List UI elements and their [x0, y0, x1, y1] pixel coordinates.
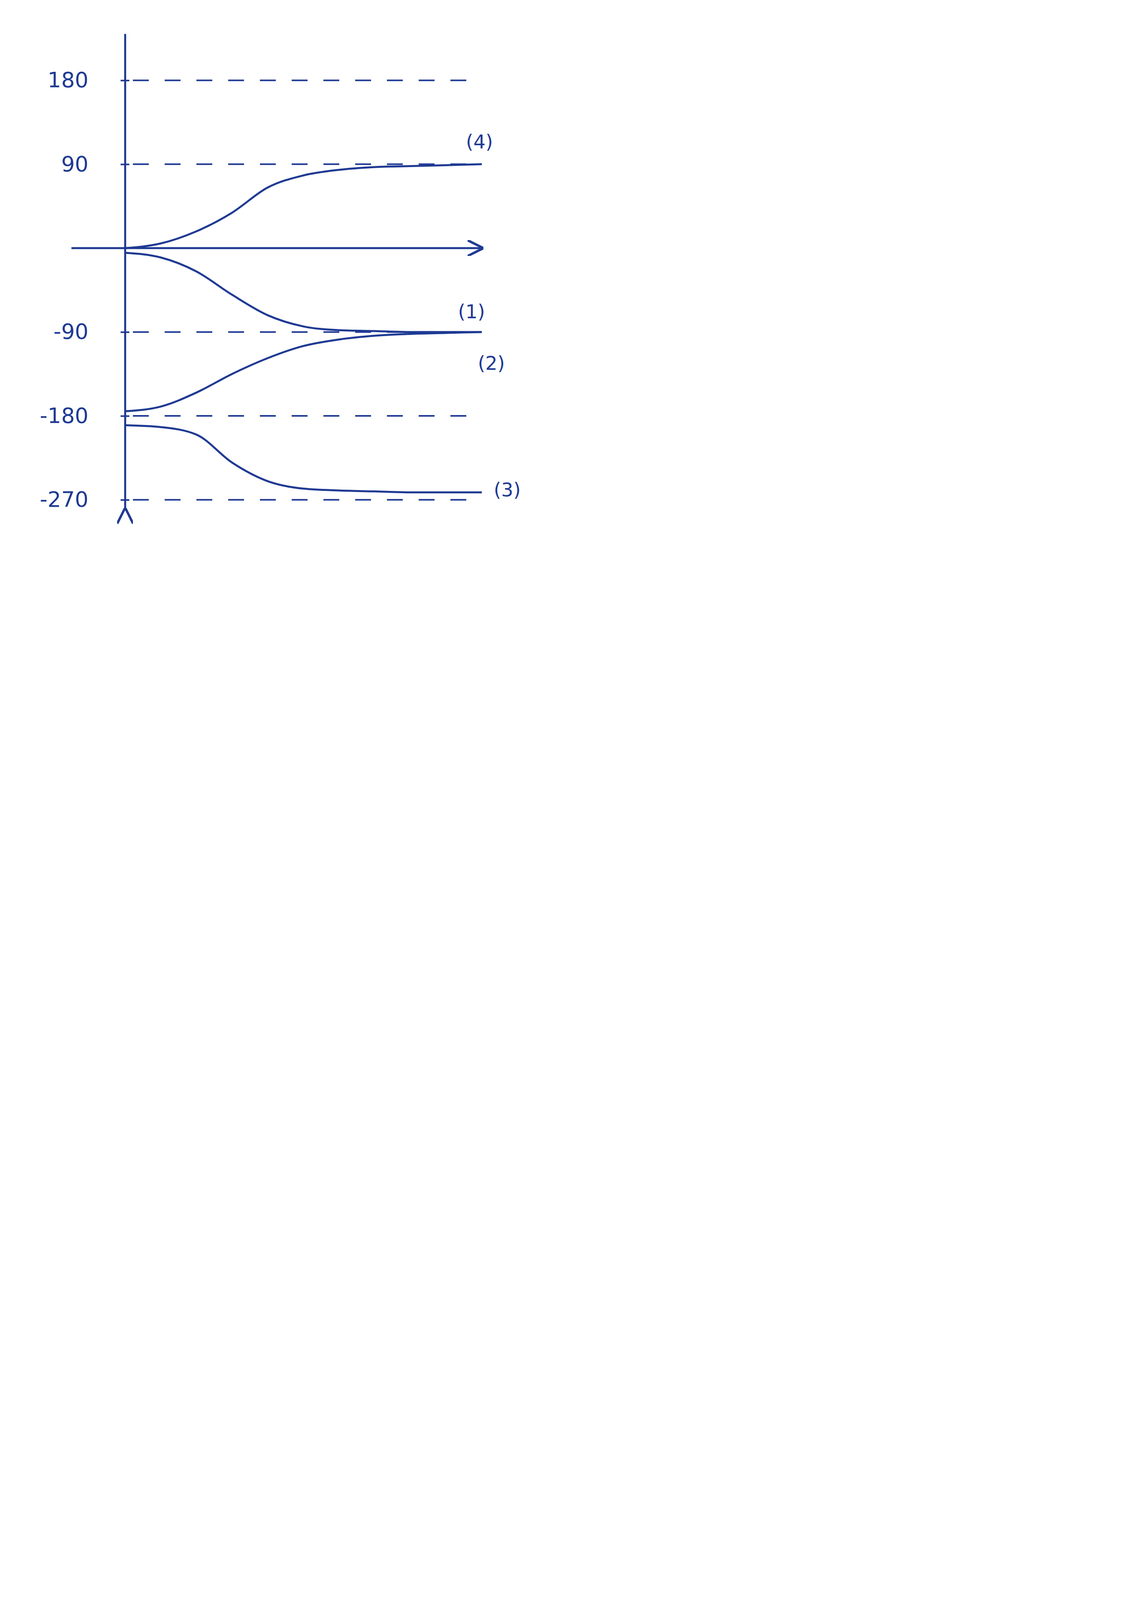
- y-tick-label: 180: [47, 67, 89, 93]
- phase-curve: [125, 164, 482, 249]
- curve-label: (4): [465, 130, 493, 153]
- plot-lines: [125, 164, 482, 493]
- canvas: 180 90 -90 -180 -270 (4) (1) (2) (3): [0, 0, 1124, 1600]
- y-tick: 90: [61, 151, 130, 177]
- curve-label: (3): [493, 478, 521, 501]
- y-tick-label: -90: [53, 319, 89, 345]
- background: [0, 0, 1124, 1600]
- phase-curve: [125, 332, 482, 412]
- y-tick: -180: [39, 403, 130, 429]
- grid-line: [132, 415, 482, 417]
- curve-label: (2): [477, 352, 505, 375]
- grid-line: [132, 499, 482, 501]
- y-axis-line: [124, 34, 127, 510]
- grid: [132, 80, 482, 500]
- y-tick-mark: [120, 79, 130, 82]
- y-axis: 180 90 -90 -180 -270: [39, 34, 130, 513]
- phase-curve: [125, 425, 482, 493]
- grid-line: [132, 79, 482, 81]
- y-tick-label: -270: [39, 486, 89, 512]
- y-tick: 180: [47, 67, 130, 93]
- y-tick: -90: [53, 319, 130, 345]
- y-tick-mark: [120, 331, 130, 333]
- phase-curve: [125, 252, 482, 333]
- y-tick-mark: [120, 499, 130, 501]
- y-tick-label: 90: [61, 151, 89, 177]
- series-labels: (4) (1) (2) (3): [458, 130, 521, 501]
- y-tick: -270: [39, 486, 130, 512]
- y-tick-label: -180: [39, 403, 89, 429]
- y-tick-mark: [120, 163, 130, 166]
- curve-label: (1): [458, 300, 486, 323]
- y-tick-mark: [120, 415, 130, 418]
